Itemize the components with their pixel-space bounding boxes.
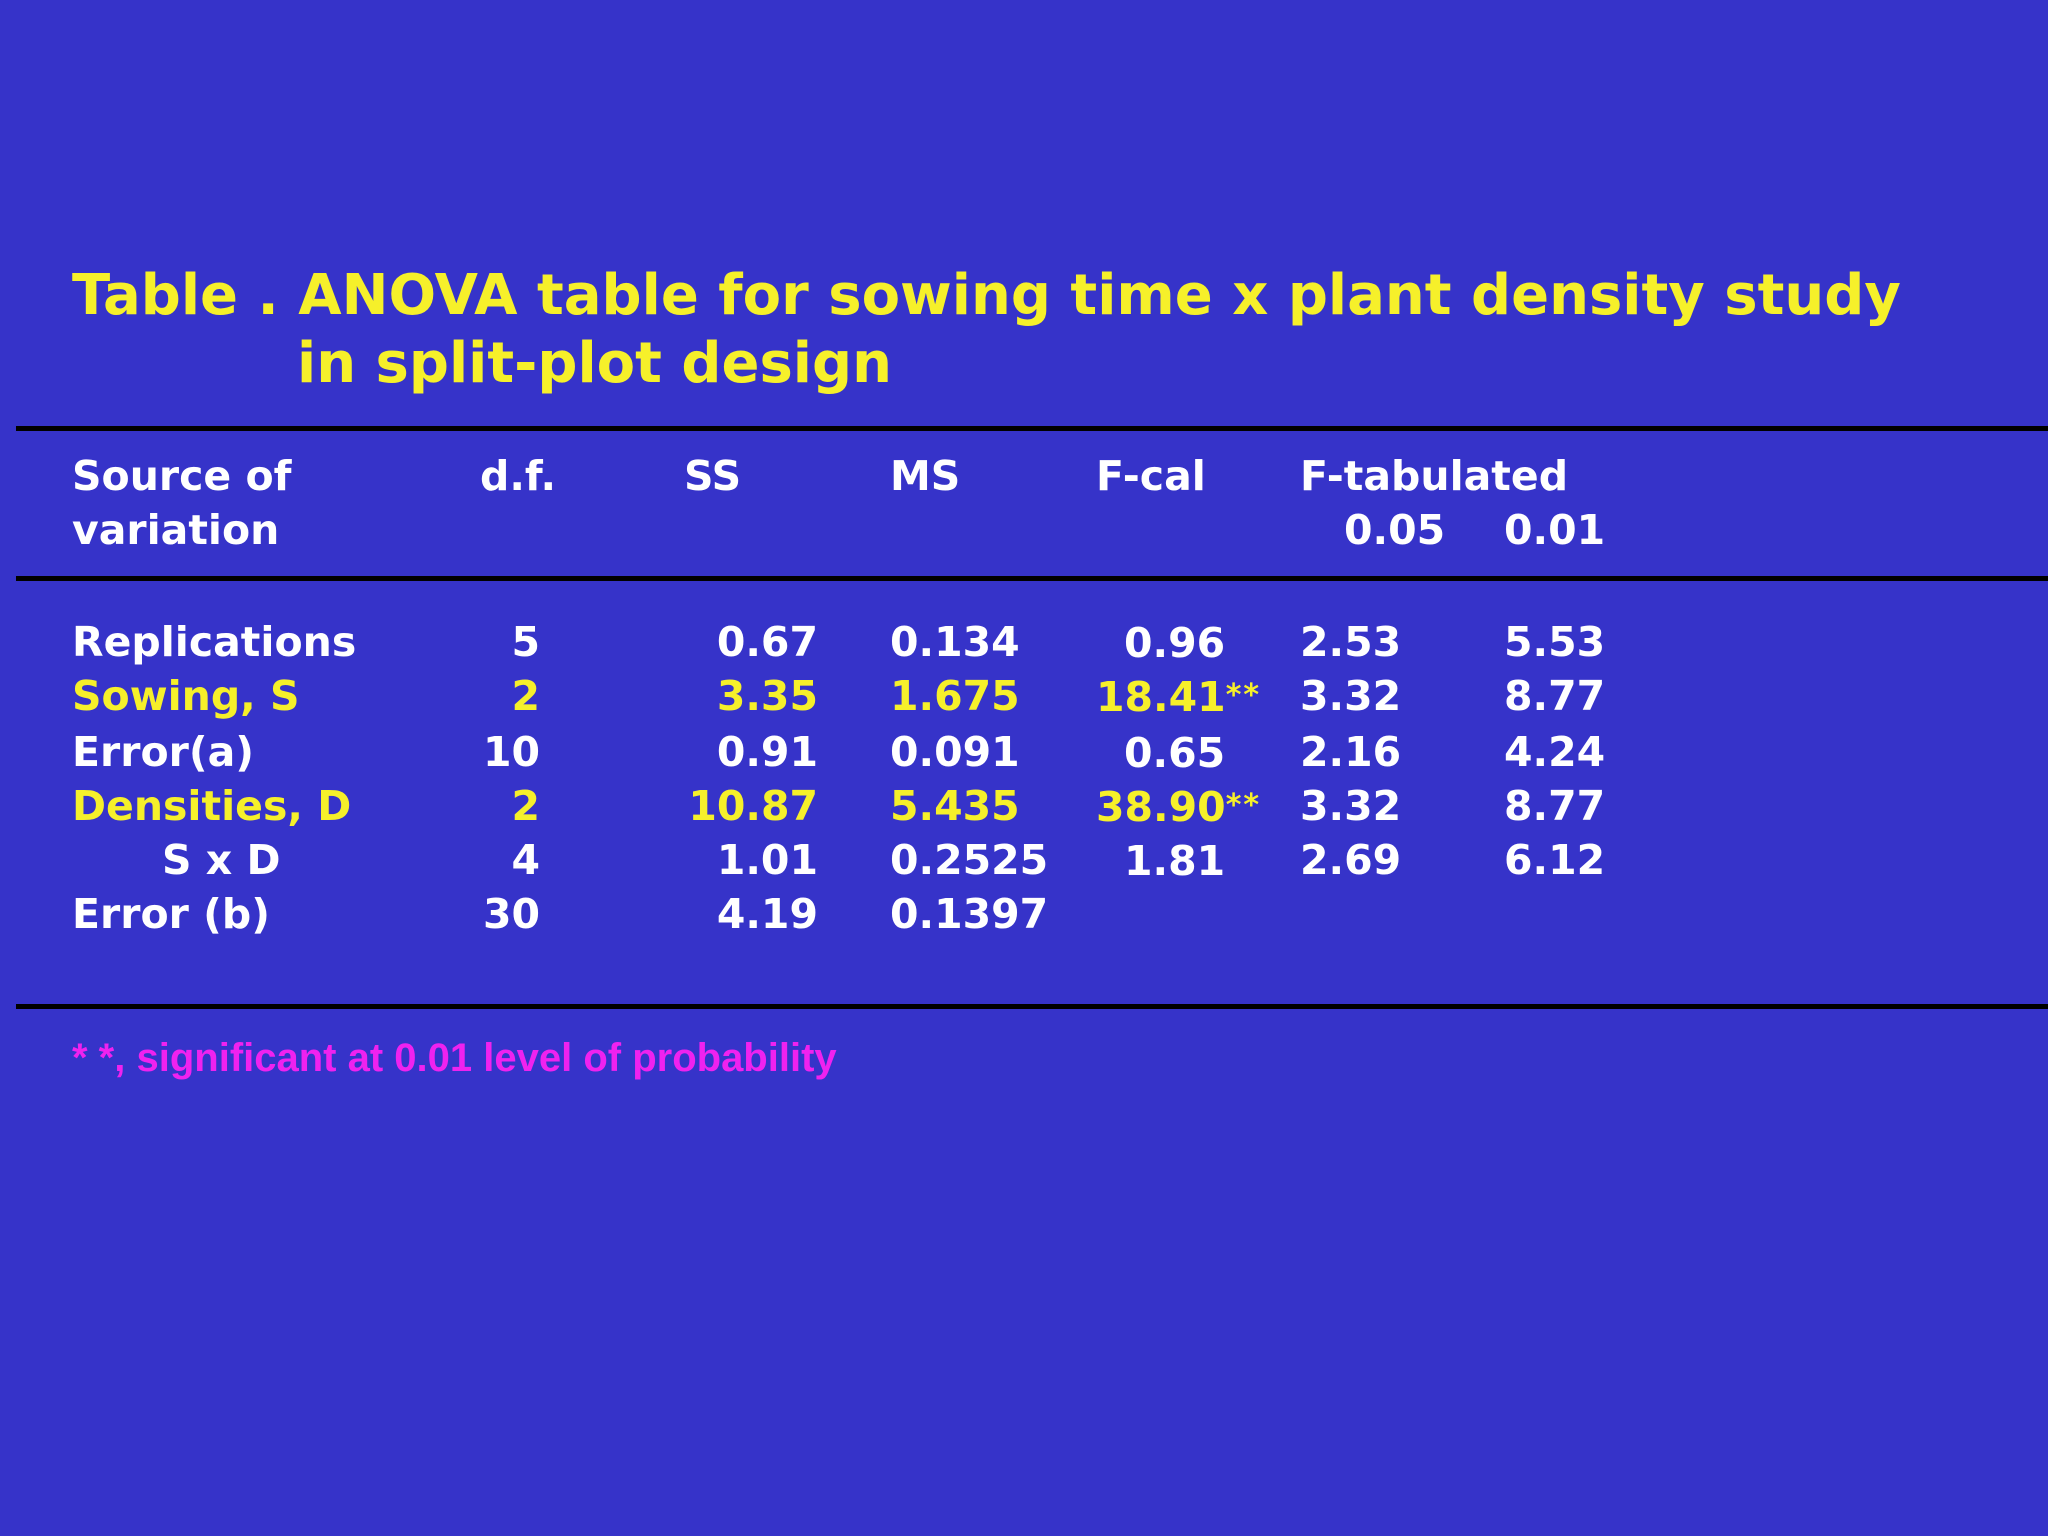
row-ss: 10.87 bbox=[688, 782, 818, 830]
row-source: Error(a) bbox=[72, 728, 254, 776]
row-source: Densities, D bbox=[72, 782, 352, 830]
row-fcal-value: 0.96 bbox=[1124, 619, 1226, 667]
row-ftab-001: 8.77 bbox=[1504, 782, 1606, 830]
row-ftab-005: 2.16 bbox=[1300, 728, 1402, 776]
row-ms: 1.675 bbox=[890, 672, 1020, 720]
row-ftab-001: 6.12 bbox=[1504, 836, 1606, 884]
row-df: 2 bbox=[511, 672, 540, 720]
row-ftab-001: 5.53 bbox=[1504, 618, 1606, 666]
table-row: Densities, D 2 10.87 5.435 38.90** 3.32 … bbox=[0, 782, 2048, 838]
row-source: Replications bbox=[72, 618, 357, 666]
table-row: Replications 5 0.67 0.134 0.96 2.53 5.53 bbox=[0, 618, 2048, 674]
row-fcal-value: 1.81 bbox=[1124, 837, 1226, 885]
row-fcal: 0.96 bbox=[1096, 618, 1298, 667]
row-source: Error (b) bbox=[72, 890, 270, 938]
row-fcal-stars: ** bbox=[1225, 678, 1262, 713]
header-source-line2: variation bbox=[72, 506, 280, 554]
table-top-rule bbox=[16, 426, 2048, 431]
table-row: Error (b) 30 4.19 0.1397 bbox=[0, 890, 2048, 946]
header-ftab-005: 0.05 bbox=[1344, 506, 1446, 554]
table-header-rule bbox=[16, 576, 2048, 581]
row-ss: 0.67 bbox=[716, 618, 818, 666]
header-fcal: F-cal bbox=[1096, 452, 1206, 500]
row-fcal-value: 0.65 bbox=[1124, 729, 1226, 777]
row-df: 5 bbox=[511, 618, 540, 666]
row-ms: 5.435 bbox=[890, 782, 1020, 830]
header-ftabulated: F-tabulated bbox=[1300, 452, 1569, 500]
row-fcal: 0.65 bbox=[1096, 728, 1298, 777]
title-line-1: Table . ANOVA table for sowing time x pl… bbox=[72, 263, 1901, 328]
row-ss: 4.19 bbox=[716, 890, 818, 938]
row-ms: 0.1397 bbox=[890, 890, 1049, 938]
row-ms: 0.2525 bbox=[890, 836, 1049, 884]
row-ftab-005: 3.32 bbox=[1300, 782, 1402, 830]
row-ss: 0.91 bbox=[716, 728, 818, 776]
row-fcal: 18.41** bbox=[1096, 672, 1270, 721]
row-source: S x D bbox=[162, 836, 281, 884]
significance-footnote: * *, significant at 0.01 level of probab… bbox=[72, 1036, 837, 1080]
slide-title: Table . ANOVA table for sowing time x pl… bbox=[72, 262, 1901, 398]
row-ftab-001: 4.24 bbox=[1504, 728, 1606, 776]
row-df: 2 bbox=[511, 782, 540, 830]
row-fcal: 1.81 bbox=[1096, 836, 1298, 885]
row-ss: 3.35 bbox=[716, 672, 818, 720]
row-ms: 0.134 bbox=[890, 618, 1020, 666]
row-ftab-005: 3.32 bbox=[1300, 672, 1402, 720]
row-ftab-005: 2.69 bbox=[1300, 836, 1402, 884]
row-ms: 0.091 bbox=[890, 728, 1020, 776]
row-fcal-value: 18.41 bbox=[1096, 673, 1226, 721]
table-row: S x D 4 1.01 0.2525 1.81 2.69 6.12 bbox=[0, 836, 2048, 892]
row-ftab-001: 8.77 bbox=[1504, 672, 1606, 720]
row-fcal-value: 38.90 bbox=[1096, 783, 1226, 831]
row-fcal-stars: ** bbox=[1225, 788, 1262, 823]
row-df: 4 bbox=[511, 836, 540, 884]
table-row: Sowing, S 2 3.35 1.675 18.41** 3.32 8.77 bbox=[0, 672, 2048, 728]
row-df: 30 bbox=[482, 890, 540, 938]
row-ftab-005: 2.53 bbox=[1300, 618, 1402, 666]
header-ss: SS bbox=[684, 452, 742, 500]
row-source: Sowing, S bbox=[72, 672, 300, 720]
header-ms: MS bbox=[890, 452, 961, 500]
table-bottom-rule bbox=[16, 1004, 2048, 1009]
header-df: d.f. bbox=[480, 452, 557, 500]
header-ftab-001: 0.01 bbox=[1504, 506, 1606, 554]
table-row: Error(a) 10 0.91 0.091 0.65 2.16 4.24 bbox=[0, 728, 2048, 784]
row-ss: 1.01 bbox=[716, 836, 818, 884]
header-source-line1: Source of bbox=[72, 452, 292, 500]
title-line-2: in split-plot design bbox=[297, 331, 892, 396]
row-df: 10 bbox=[482, 728, 540, 776]
row-fcal: 38.90** bbox=[1096, 782, 1270, 831]
